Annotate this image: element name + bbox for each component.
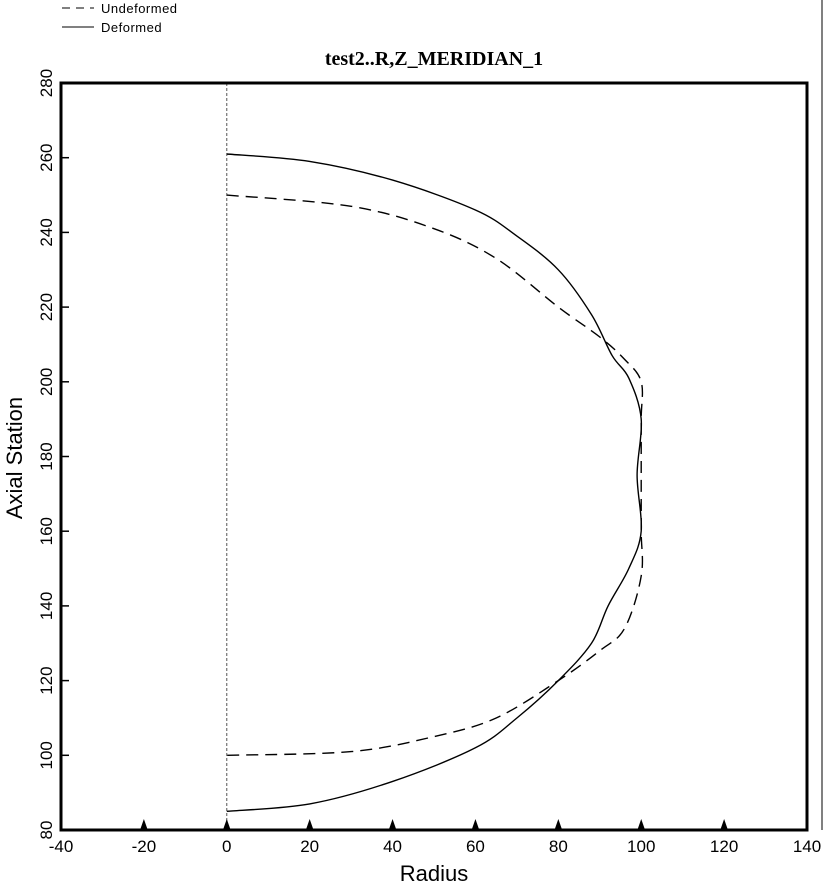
y-tick-label: 240	[37, 218, 56, 246]
x-tick-label: 0	[222, 837, 231, 856]
y-tick-label: 260	[37, 144, 56, 172]
x-tick-mark	[637, 819, 645, 829]
x-tick-mark	[720, 819, 728, 829]
x-axis-label: Radius	[400, 861, 468, 884]
y-tick-label: 180	[37, 442, 56, 470]
y-tick-label: 280	[37, 69, 56, 97]
axis-ticks: -40 -20 0 20 40 60 80 100 120 140 80 100 120 140 160 18…	[37, 69, 821, 856]
x-tick-mark	[223, 819, 231, 829]
x-tick-label: 60	[466, 837, 485, 856]
x-tick-mark	[471, 819, 479, 829]
y-axis-label: Axial Station	[2, 397, 27, 519]
y-tick-label: 200	[37, 368, 56, 396]
y-tick-label: 160	[37, 517, 56, 545]
y-tick-label: 80	[37, 821, 56, 840]
legend-undeformed-label: Undeformed	[101, 1, 178, 16]
series-line-undeformed	[226, 194, 644, 756]
y-tick-label: 120	[37, 666, 56, 694]
plot-area	[226, 83, 644, 830]
x-tick-label: 20	[300, 837, 319, 856]
x-tick-label: 140	[793, 837, 821, 856]
y-tick-label: 220	[37, 293, 56, 321]
legend-deformed-label: Deformed	[101, 20, 162, 35]
x-tick-label: -20	[132, 837, 157, 856]
legend: Undeformed Deformed	[62, 1, 178, 35]
x-tick-label: 80	[549, 837, 568, 856]
plot-frame	[59, 81, 809, 832]
x-tick-label: -40	[49, 837, 74, 856]
x-tick-mark	[389, 819, 397, 829]
x-tick-label: 120	[710, 837, 738, 856]
chart-title: test2..R,Z_MERIDIAN_1	[325, 48, 543, 70]
x-tick-mark	[140, 819, 148, 829]
x-tick-label: 100	[627, 837, 655, 856]
series-line-deformed	[226, 153, 643, 812]
x-tick-mark	[306, 819, 314, 829]
y-tick-label: 100	[37, 741, 56, 769]
x-tick-mark	[554, 819, 562, 829]
y-tick-label: 140	[37, 592, 56, 620]
x-tick-label: 40	[383, 837, 402, 856]
